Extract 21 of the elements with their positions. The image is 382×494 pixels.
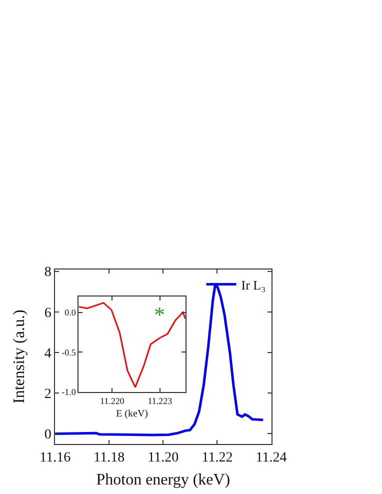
line-series xyxy=(78,302,186,388)
y-tick-label: 4 xyxy=(44,346,52,362)
y-tick-label: 2 xyxy=(44,387,52,402)
y-tick-label: -1.0 xyxy=(62,387,76,398)
x-axis-title: Photon energy (keV) xyxy=(96,471,230,488)
y-axis-title: Intensity (a.u.) xyxy=(11,310,28,404)
x-tick-label: 11.24 xyxy=(256,450,287,466)
legend-label: Ir L₃ xyxy=(241,277,266,292)
y-tick-label: 6 xyxy=(44,306,52,321)
x-tick-label: 11.20 xyxy=(148,450,179,466)
annotation: * xyxy=(154,302,165,327)
y-tick-label: 0.0 xyxy=(64,308,76,318)
x-tick-label: 11.16 xyxy=(40,450,71,466)
x-tick-label: 11.22 xyxy=(202,450,233,466)
x-tick-label: 11.223 xyxy=(148,396,173,406)
y-tick-label: 0 xyxy=(44,428,52,443)
x-tick-label: 11.18 xyxy=(94,450,125,466)
y-tick-label: 8 xyxy=(44,265,52,280)
y-tick-label: -0.5 xyxy=(62,347,76,358)
x-tick-label: 11.220 xyxy=(100,396,125,406)
x-axis-title: E (keV) xyxy=(116,408,148,420)
